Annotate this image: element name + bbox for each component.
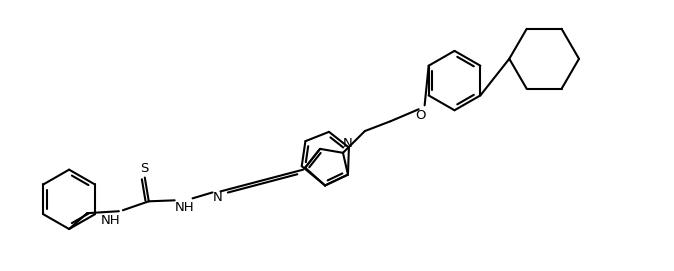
Text: N: N xyxy=(212,191,222,204)
Text: N: N xyxy=(343,137,353,150)
Text: NH: NH xyxy=(175,201,194,214)
Text: O: O xyxy=(415,109,426,122)
Text: NH: NH xyxy=(101,214,121,227)
Text: S: S xyxy=(141,162,149,175)
